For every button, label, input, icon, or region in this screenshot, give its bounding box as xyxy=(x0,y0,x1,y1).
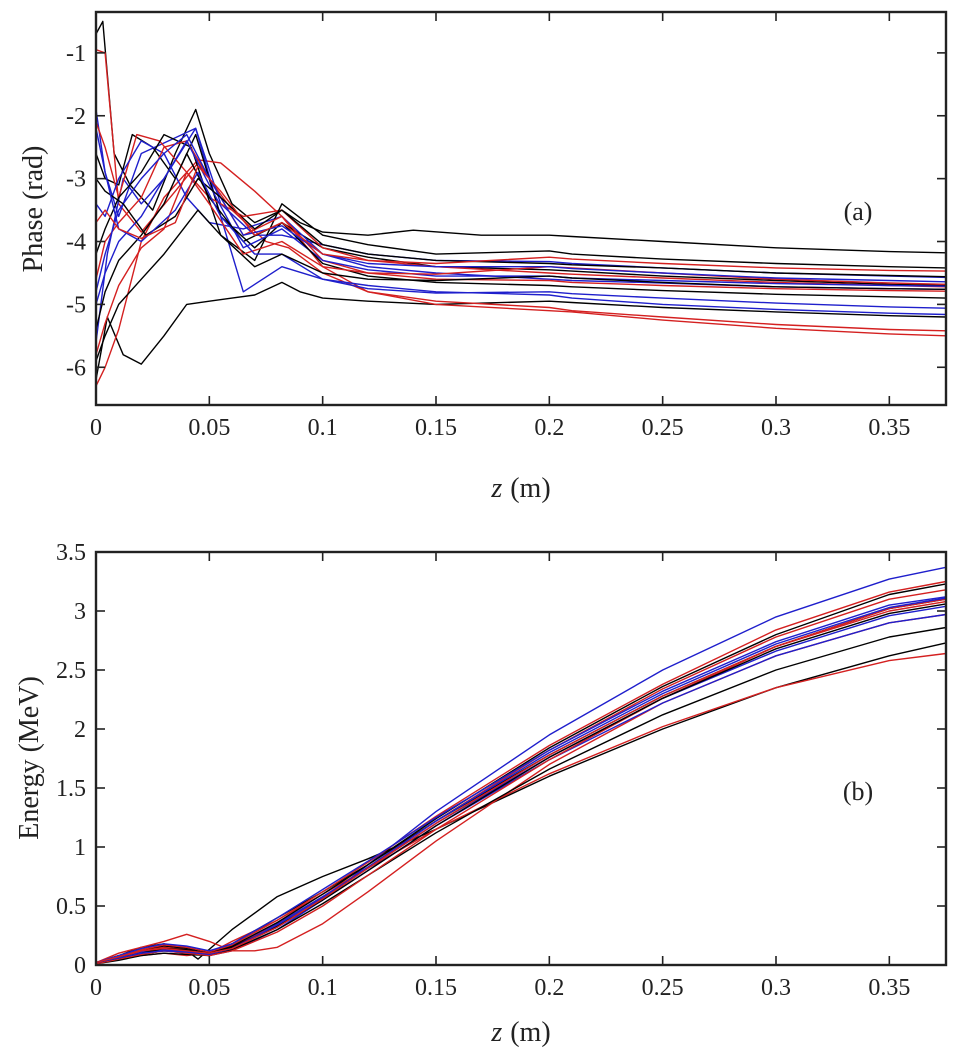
phase-x-tick-label: 0.3 xyxy=(761,415,791,441)
phase-y-axis-label: Phase (rad) xyxy=(18,146,49,273)
energy-x-tick-label: 0.35 xyxy=(868,975,910,1001)
phase-series-line-19 xyxy=(95,209,947,362)
phase-x-tick-label: 0.05 xyxy=(188,415,230,441)
phase-series-group xyxy=(95,20,947,387)
energy-y-tick-label: 0.5 xyxy=(56,894,86,920)
phase-y-tick-label: -5 xyxy=(66,292,86,318)
phase-series-line-16 xyxy=(95,177,947,278)
phase-series-line-3 xyxy=(95,159,947,387)
phase-series-line-5 xyxy=(95,127,947,343)
phase-series-line-12 xyxy=(95,140,947,305)
phase-x-axis-variable: z xyxy=(490,473,502,504)
phase-y-tick-label: -2 xyxy=(66,104,86,130)
energy-y-axis-label: Energy (MeV) xyxy=(14,676,45,840)
phase-x-tick-label: 0.15 xyxy=(415,415,457,441)
energy-series-group xyxy=(95,566,947,965)
energy-chart: 0 0.05 0.1 0.15 0.2 0.25 0.3 0.35 0 0.5 1 1.5 2 2.5 3 3… xyxy=(14,540,948,1048)
energy-x-tick-label: 0.3 xyxy=(761,975,791,1001)
phase-series-line-4 xyxy=(95,49,947,332)
energy-y-tick-label: 1 xyxy=(74,835,86,861)
energy-y-tick-label: 3 xyxy=(74,599,86,625)
energy-series-line-11 xyxy=(95,626,947,965)
energy-x-tick-label: 0.05 xyxy=(188,975,230,1001)
energy-series-line-10 xyxy=(95,580,947,964)
phase-x-tick-label: 0.2 xyxy=(534,415,564,441)
energy-series-line-16 xyxy=(95,600,947,964)
phase-series-line-15 xyxy=(95,133,947,292)
energy-x-axis-variable: z xyxy=(490,1017,502,1048)
energy-x-axis-unit: (m) xyxy=(510,1017,550,1048)
energy-y-tick-label: 3.5 xyxy=(56,540,86,566)
phase-x-tick-label: 0.1 xyxy=(308,415,338,441)
phase-x-axis-label: z (m) xyxy=(490,473,550,504)
phase-series-line-17 xyxy=(95,128,947,309)
energy-series-line-12 xyxy=(95,596,947,964)
energy-y-tick-label: 1.5 xyxy=(56,776,86,802)
phase-y-tick-label: -3 xyxy=(66,167,86,193)
energy-plot-frame xyxy=(94,550,948,967)
energy-y-tick-label: 2 xyxy=(74,717,86,743)
phase-y-tick-label: -4 xyxy=(66,230,86,256)
energy-y-tick-label: 2.5 xyxy=(56,658,86,684)
phase-series-line-8 xyxy=(95,121,947,288)
phase-x-tick-label: 0.25 xyxy=(642,415,684,441)
phase-series-line-10 xyxy=(95,133,947,269)
energy-x-tick-label: 0.25 xyxy=(642,975,684,1001)
phase-chart: 0 0.05 0.1 0.15 0.2 0.25 0.3 0.35 -6 -5 -4 -3 -2 -1 P… xyxy=(18,10,948,504)
energy-x-tick-label: 0.1 xyxy=(308,975,338,1001)
phase-series-line-18 xyxy=(95,165,947,272)
energy-x-tick-label: 0 xyxy=(90,975,102,1001)
energy-series-line-15 xyxy=(95,597,947,964)
energy-x-tick-label: 0.15 xyxy=(415,975,457,1001)
energy-x-tick-label: 0.2 xyxy=(534,975,564,1001)
phase-x-axis-unit: (m) xyxy=(510,473,550,504)
phase-ticks: 0 0.05 0.1 0.15 0.2 0.25 0.3 0.35 -6 -5 -4 -3 -2 -1 xyxy=(66,12,946,441)
energy-y-tick-label: 0 xyxy=(74,953,86,979)
phase-plot-frame xyxy=(94,10,948,407)
energy-x-axis-label: z (m) xyxy=(490,1017,550,1048)
panel-label-a: (a) xyxy=(844,197,873,226)
phase-y-tick-label: -1 xyxy=(66,41,86,67)
phase-x-tick-label: 0.35 xyxy=(868,415,910,441)
panel-label-b: (b) xyxy=(843,777,873,806)
phase-x-tick-label: 0 xyxy=(90,415,102,441)
phase-y-tick-label: -6 xyxy=(66,355,86,381)
phase-series-line-2 xyxy=(95,281,947,380)
energy-ticks: 0 0.05 0.1 0.15 0.2 0.25 0.3 0.35 0 0.5 1 1.5 2 2.5 3 3… xyxy=(56,540,946,1001)
